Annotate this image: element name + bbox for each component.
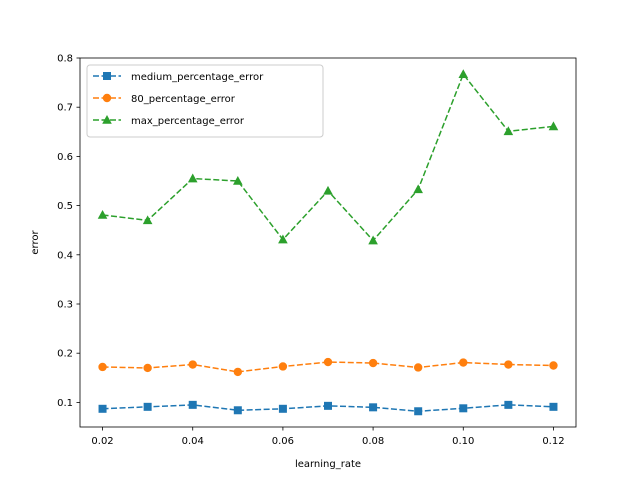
data-point bbox=[458, 69, 469, 79]
data-point bbox=[413, 184, 423, 194]
y-tick-label: 0.7 bbox=[57, 103, 73, 114]
data-point bbox=[233, 176, 243, 185]
legend-marker bbox=[103, 72, 111, 80]
axes-layer: 0.02 0.04 0.06 0.08 0.10 0.12 0.1 0.2 0.3 0.4 0.5 0… bbox=[30, 54, 577, 470]
legend-label: max_percentage_error bbox=[131, 116, 245, 127]
data-point bbox=[98, 362, 107, 372]
data-point bbox=[368, 235, 378, 245]
data-point bbox=[188, 400, 197, 409]
data-point bbox=[143, 363, 152, 373]
data-point bbox=[188, 360, 197, 369]
data-point bbox=[504, 400, 513, 409]
y-tick-label: 0.4 bbox=[57, 250, 73, 261]
legend-label: 80_percentage_error bbox=[131, 94, 236, 105]
legend-item: medium_percentage_error bbox=[93, 72, 264, 83]
legend-item: 80_percentage_error bbox=[93, 93, 236, 105]
data-point bbox=[459, 404, 468, 413]
data-point bbox=[324, 401, 332, 410]
y-tick-label: 0.2 bbox=[57, 349, 73, 360]
x-tick-label: 0.10 bbox=[452, 436, 474, 447]
y-tick-label: 0.1 bbox=[57, 398, 73, 409]
series-80_percentage_error bbox=[98, 357, 558, 377]
data-point bbox=[503, 126, 514, 136]
legend-marker bbox=[102, 115, 112, 124]
data-point bbox=[143, 402, 152, 411]
data-point bbox=[142, 215, 153, 225]
legend-label: medium_percentage_error bbox=[131, 72, 264, 83]
data-point bbox=[323, 357, 333, 367]
data-point bbox=[368, 358, 378, 368]
data-point bbox=[369, 403, 378, 412]
data-point bbox=[278, 234, 288, 244]
data-point bbox=[233, 406, 242, 415]
series-layer bbox=[97, 69, 559, 416]
data-point bbox=[233, 367, 243, 377]
data-point bbox=[548, 121, 559, 131]
data-point bbox=[549, 402, 558, 411]
data-point bbox=[459, 358, 468, 367]
data-point bbox=[98, 404, 107, 413]
y-tick-label: 0.3 bbox=[57, 300, 73, 311]
data-point bbox=[414, 407, 423, 416]
series-max_percentage_error bbox=[97, 69, 559, 245]
data-point bbox=[323, 185, 333, 195]
data-point bbox=[504, 360, 513, 369]
series-medium_percentage_error bbox=[98, 400, 558, 416]
x-tick-label: 0.08 bbox=[362, 436, 384, 447]
data-point bbox=[413, 363, 423, 372]
x-tick-label: 0.06 bbox=[272, 436, 294, 447]
legend: medium_percentage_error 80_percentage_err… bbox=[86, 64, 324, 138]
data-point bbox=[278, 404, 287, 413]
legend-box bbox=[86, 64, 324, 138]
data-point bbox=[187, 173, 198, 183]
data-point bbox=[278, 362, 288, 371]
y-tick-label: 0.5 bbox=[57, 201, 73, 212]
legend-marker bbox=[102, 93, 112, 103]
x-tick-label: 0.02 bbox=[91, 436, 113, 447]
data-point bbox=[549, 361, 558, 370]
x-tick-label: 0.12 bbox=[542, 436, 564, 447]
x-axis-label: learning_rate bbox=[295, 459, 361, 470]
legend-item: max_percentage_error bbox=[93, 115, 245, 127]
y-tick-label: 0.8 bbox=[57, 54, 73, 65]
data-point bbox=[97, 209, 108, 219]
x-tick-label: 0.04 bbox=[182, 436, 204, 447]
y-axis-label: error bbox=[30, 230, 41, 255]
y-tick-label: 0.6 bbox=[57, 152, 73, 163]
axes-frame bbox=[79, 57, 577, 428]
